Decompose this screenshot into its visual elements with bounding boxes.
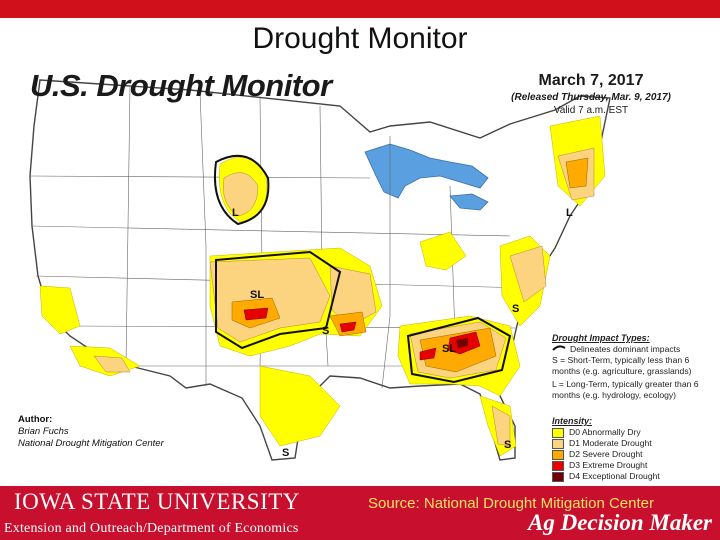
- impact-line-icon: [552, 345, 566, 351]
- impact-delineates: Delineates dominant impacts: [570, 344, 681, 354]
- impact-heading: Drought Impact Types:: [552, 333, 650, 343]
- valid-time: Valid 7 a.m. EST: [553, 105, 629, 116]
- legend-swatch: [552, 471, 564, 482]
- drought-map: L SL S S SL S S L: [10, 66, 714, 466]
- legend-item: D0 Abnormally Dry: [552, 427, 718, 438]
- legend-label: D0 Abnormally Dry: [569, 427, 641, 437]
- date-block: March 7, 2017 (Released Thursday, Mar. 9…: [486, 72, 696, 116]
- top-red-bar: [0, 0, 720, 18]
- legend-label: D4 Exceptional Drought: [569, 471, 660, 481]
- label-s-florida: S: [504, 439, 511, 451]
- legend-item: D4 Exceptional Drought: [552, 471, 718, 482]
- impact-short-term: S = Short-Term, typically less than 6 mo…: [552, 355, 692, 376]
- impact-long-term: L = Long-Term, typically greater than 6 …: [552, 379, 699, 400]
- legend-swatch: [552, 427, 564, 438]
- impact-delineates-row: Delineates dominant impacts: [552, 344, 718, 355]
- legend-item: D1 Moderate Drought: [552, 438, 718, 449]
- map-date: March 7, 2017: [538, 72, 644, 89]
- d4-areas: [456, 338, 468, 348]
- author-block: Author: Brian Fuchs National Drought Mit…: [18, 414, 164, 450]
- label-l-newengland: L: [566, 207, 573, 219]
- brand-ag-decision-maker: Ag Decision Maker: [528, 510, 712, 535]
- slide-title: Drought Monitor: [252, 22, 468, 55]
- label-s-oklahoma: S: [322, 325, 329, 337]
- legend-swatch: [552, 438, 564, 449]
- release-date: (Released Thursday, Mar. 9, 2017): [511, 92, 671, 103]
- impact-legend: Drought Impact Types: Delineates dominan…: [552, 333, 718, 401]
- author-label: Author:: [18, 414, 53, 425]
- legend-label: D2 Severe Drought: [569, 449, 643, 459]
- map-heading: U.S. Drought Monitor: [30, 68, 332, 103]
- legend-swatch: [552, 449, 564, 460]
- extension-text: Extension and Outreach/Department of Eco…: [4, 521, 299, 536]
- legend-swatch: [552, 460, 564, 471]
- great-lakes: [364, 143, 489, 211]
- legend-label: D3 Extreme Drought: [569, 460, 648, 470]
- legend-item: D2 Severe Drought: [552, 449, 718, 460]
- label-sl-kansas: SL: [250, 289, 264, 301]
- legend-item: D3 Extreme Drought: [552, 460, 718, 471]
- university-name: Iowa State University: [14, 489, 300, 514]
- intensity-heading: Intensity:: [552, 416, 593, 426]
- label-l-dakotas: L: [232, 207, 239, 219]
- label-sl-georgia: SL: [442, 343, 456, 355]
- legend-label: D1 Moderate Drought: [569, 438, 652, 448]
- source-text: Source: National Drought Mitigation Cent…: [368, 495, 654, 512]
- author-name: Brian Fuchs: [18, 426, 69, 437]
- label-s-virginia: S: [512, 303, 519, 315]
- intensity-legend: Intensity: D0 Abnormally Dry D1 Moderate…: [552, 416, 718, 482]
- footer-bar: [0, 486, 720, 540]
- author-org: National Drought Mitigation Center: [18, 438, 164, 449]
- us-map-graphic: L SL S S SL S S L: [29, 79, 611, 461]
- label-s-texas: S: [282, 447, 289, 459]
- impact-boundaries: [214, 154, 512, 384]
